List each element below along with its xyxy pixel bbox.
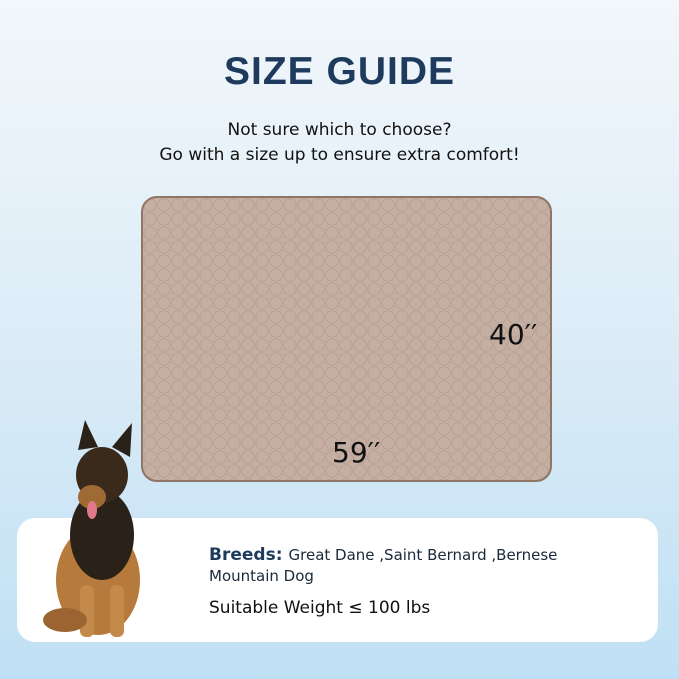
breeds-value: Great Dane ,Saint Bernard ,Bernese Mount… [209,546,558,585]
pet-mat-image [141,196,552,482]
subtitle: Not sure which to choose? Go with a size… [0,118,679,168]
page-title: SIZE GUIDE [223,50,456,93]
width-label: 59′′ [332,436,381,469]
dog-image [43,420,140,637]
breeds-label: Breeds: [209,545,283,565]
weight-text: Suitable Weight ≤ 100 lbs [209,598,431,618]
breeds-text: Breeds: Great Dane ,Saint Bernard ,Bernes… [209,545,629,587]
subtitle-line: Not sure which to choose? [227,120,452,140]
subtitle-line: Go with a size up to ensure extra comfor… [159,145,520,165]
height-label: 40′′ [489,318,538,351]
